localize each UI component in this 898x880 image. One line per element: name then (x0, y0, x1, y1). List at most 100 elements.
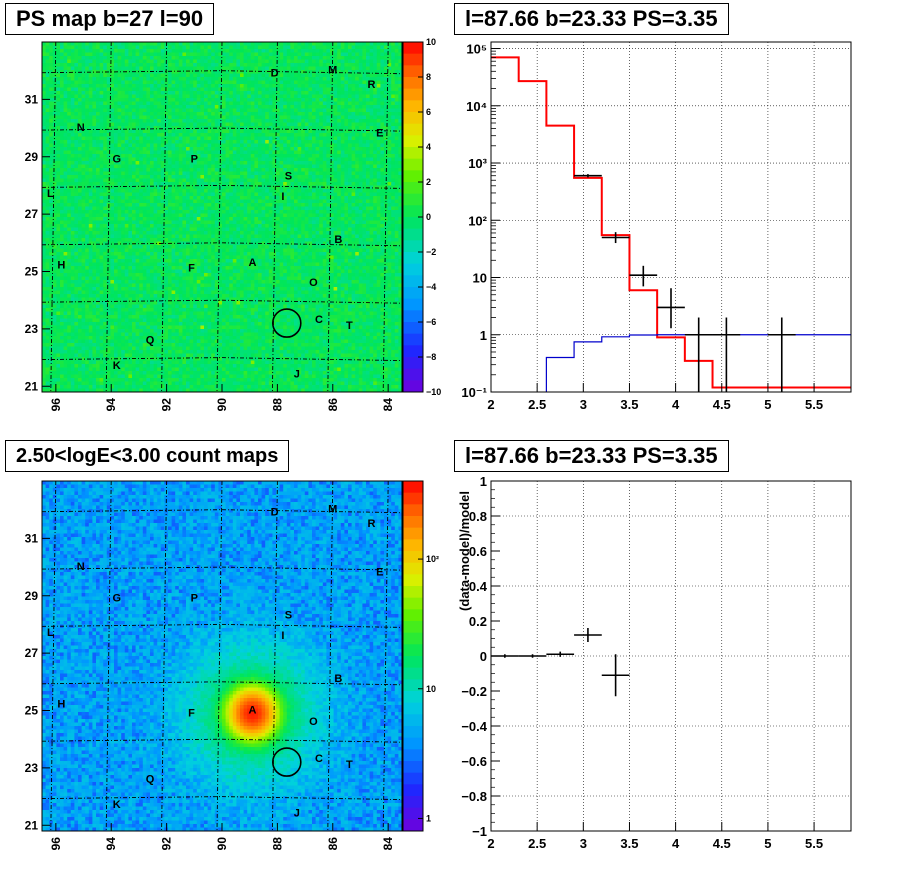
residual-point (519, 654, 547, 658)
source-label: N (77, 122, 85, 134)
x-tick-label: 2.5 (528, 836, 546, 851)
source-label: R (368, 79, 376, 91)
source-label: Q (146, 334, 155, 346)
source-label: D (271, 67, 279, 79)
source-label: T (346, 759, 353, 771)
x-tick-label: 84 (381, 398, 395, 412)
source-label: B (334, 234, 342, 246)
y-tick-label: 31 (25, 531, 39, 545)
x-tick-label: 2 (487, 836, 494, 851)
colorbar-tick-label: 10 (426, 37, 436, 47)
x-tick-label: 96 (49, 837, 63, 851)
colorbar-tick-label: 4 (426, 142, 431, 152)
model-histogram (491, 57, 851, 387)
x-tick-label: 2 (487, 397, 494, 412)
y-tick-label: −0.4 (461, 719, 487, 734)
data-point (685, 318, 713, 392)
x-tick-label: 3 (580, 397, 587, 412)
x-tick-label: 5 (764, 836, 771, 851)
y-tick-label: 10⁵ (466, 42, 487, 57)
source-label: A (248, 257, 256, 269)
source-label: B (334, 673, 342, 685)
y-tick-label: 10² (468, 213, 487, 228)
colorbar (403, 481, 423, 832)
x-tick-label: 92 (160, 398, 174, 412)
x-tick-label: 4 (672, 836, 680, 851)
x-tick-label: 88 (270, 398, 284, 412)
data-point (657, 288, 685, 328)
y-tick-label: 10⁴ (466, 99, 487, 114)
colorbar-tick-label: 10 (426, 684, 436, 694)
y-tick-label: 29 (25, 150, 39, 164)
source-label: H (57, 699, 65, 711)
x-tick-label: 94 (104, 398, 118, 412)
y-tick-label: 0 (480, 649, 487, 664)
source-label: T (346, 320, 353, 332)
count-map-title: 2.50<logE<3.00 count maps (5, 440, 289, 472)
source-label: L (47, 188, 54, 200)
y-axis-label: (data-model)/model (457, 491, 472, 611)
source-label: Q (146, 773, 155, 785)
y-tick-label: 25 (25, 265, 39, 279)
residual-point (574, 628, 602, 642)
colorbar-tick-label: −4 (426, 282, 436, 292)
source-label: J (294, 369, 300, 381)
y-tick-label: 31 (25, 92, 39, 106)
source-label: O (309, 277, 318, 289)
x-tick-label: 90 (215, 837, 229, 851)
source-label: A (248, 704, 256, 716)
y-tick-label: 10⁻¹ (461, 385, 487, 400)
x-tick-label: 92 (160, 837, 174, 851)
colorbar-tick-label: 8 (426, 72, 431, 82)
y-tick-label: −0.6 (461, 754, 487, 769)
grid (491, 42, 851, 392)
y-tick-label: −1 (472, 824, 487, 839)
residual-point (602, 654, 630, 696)
y-tick-label: −0.2 (461, 684, 487, 699)
source-label: L (47, 627, 54, 639)
data-point (629, 266, 657, 287)
source-label: J (294, 808, 300, 820)
x-tick-label: 86 (326, 837, 340, 851)
y-tick-label: 23 (25, 322, 39, 336)
plot-frame (491, 42, 851, 392)
x-tick-label: 94 (104, 837, 118, 851)
data-point (768, 318, 796, 392)
colorbar-tick-label: 10² (426, 554, 439, 564)
x-tick-label: 4.5 (713, 836, 731, 851)
colorbar-tick-label: −6 (426, 317, 436, 327)
source-label: O (309, 716, 318, 728)
source-label: R (368, 518, 376, 530)
source-label: G (112, 154, 121, 166)
y-tick-label: 25 (25, 704, 39, 718)
source-label: M (328, 65, 337, 77)
x-tick-label: 96 (49, 398, 63, 412)
x-tick-label: 3.5 (620, 836, 638, 851)
heatmap-cells (42, 481, 402, 831)
source-label: K (113, 799, 121, 811)
x-tick-label: 88 (270, 837, 284, 851)
y-tick-label: 0.2 (469, 614, 487, 629)
source-label: S (285, 610, 292, 622)
x-tick-label: 3.5 (620, 397, 638, 412)
x-tick-label: 90 (215, 398, 229, 412)
source-label: I (281, 630, 284, 642)
source-label: F (188, 707, 195, 719)
source-label: E (376, 567, 383, 579)
source-label: C (315, 314, 323, 326)
colorbar-tick-label: −2 (426, 247, 436, 257)
y-tick-label: 27 (25, 207, 39, 221)
colorbar-tick-label: 6 (426, 107, 431, 117)
source-label: C (315, 753, 323, 765)
x-tick-label: 4 (672, 397, 680, 412)
colorbar-tick-label: 2 (426, 177, 431, 187)
x-tick-label: 5.5 (805, 836, 823, 851)
colorbar-tick-label: 1 (426, 813, 431, 823)
x-tick-label: 3 (580, 836, 587, 851)
